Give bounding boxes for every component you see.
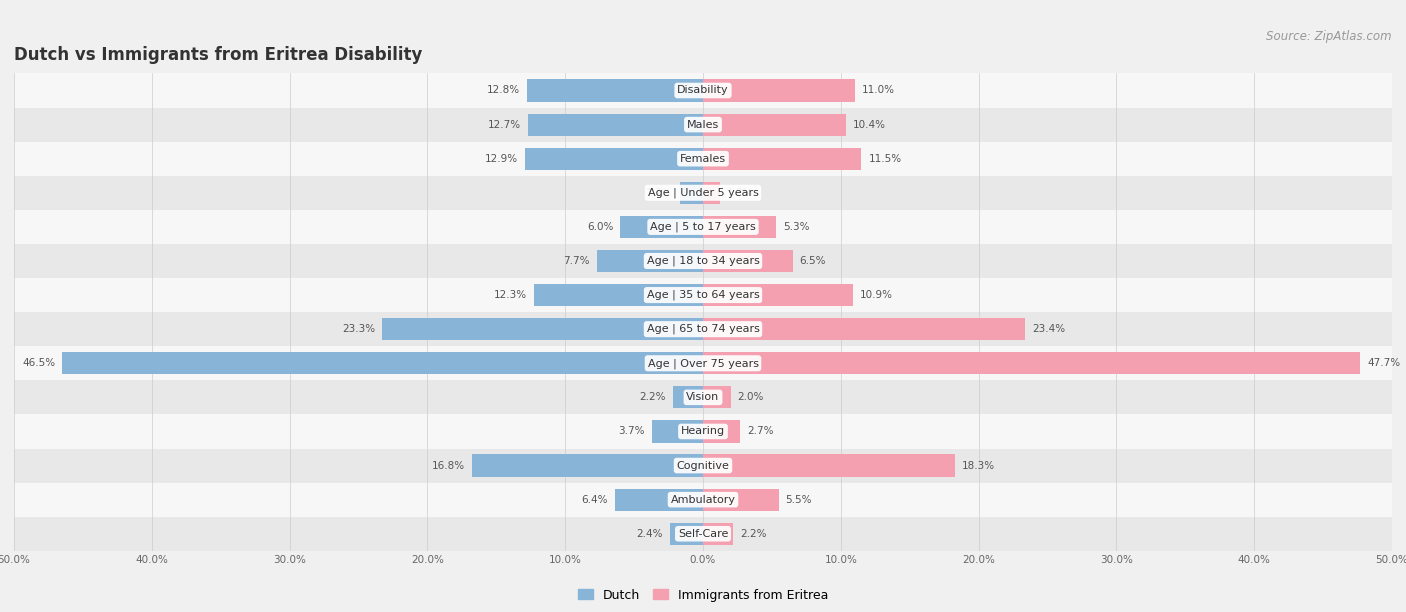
Text: Disability: Disability	[678, 86, 728, 95]
Bar	[14, 312, 1392, 346]
Bar	[14, 73, 1392, 108]
Text: 12.9%: 12.9%	[485, 154, 519, 163]
Text: 1.7%: 1.7%	[647, 188, 672, 198]
Text: 18.3%: 18.3%	[962, 461, 995, 471]
Text: 6.0%: 6.0%	[588, 222, 613, 232]
Bar	[14, 517, 1392, 551]
Text: Age | Over 75 years: Age | Over 75 years	[648, 358, 758, 368]
Text: Hearing: Hearing	[681, 427, 725, 436]
Text: 12.7%: 12.7%	[488, 119, 522, 130]
Bar	[14, 449, 1392, 483]
Text: 2.4%: 2.4%	[637, 529, 664, 539]
Bar	[703, 284, 853, 306]
Bar	[527, 80, 703, 102]
Bar	[14, 108, 1392, 141]
Bar	[471, 455, 703, 477]
Text: 2.2%: 2.2%	[640, 392, 666, 402]
Text: Age | 35 to 64 years: Age | 35 to 64 years	[647, 290, 759, 300]
Text: 10.4%: 10.4%	[853, 119, 886, 130]
Text: Females: Females	[681, 154, 725, 163]
Bar	[14, 176, 1392, 210]
Text: 2.0%: 2.0%	[738, 392, 763, 402]
Text: Ambulatory: Ambulatory	[671, 494, 735, 505]
Bar	[703, 147, 862, 170]
Bar	[703, 113, 846, 136]
Text: 11.0%: 11.0%	[862, 86, 894, 95]
Bar	[533, 284, 703, 306]
Text: Age | 5 to 17 years: Age | 5 to 17 years	[650, 222, 756, 232]
Text: Males: Males	[688, 119, 718, 130]
Bar	[526, 147, 703, 170]
Text: 6.5%: 6.5%	[800, 256, 825, 266]
Bar	[652, 420, 703, 442]
Bar	[703, 80, 855, 102]
Text: 1.2%: 1.2%	[727, 188, 754, 198]
Bar	[14, 483, 1392, 517]
Bar	[14, 380, 1392, 414]
Text: 5.3%: 5.3%	[783, 222, 810, 232]
Bar	[703, 352, 1360, 375]
Text: Age | 18 to 34 years: Age | 18 to 34 years	[647, 256, 759, 266]
Text: 5.5%: 5.5%	[786, 494, 813, 505]
Legend: Dutch, Immigrants from Eritrea: Dutch, Immigrants from Eritrea	[572, 584, 834, 606]
Bar	[14, 414, 1392, 449]
Bar	[14, 210, 1392, 244]
Bar	[672, 386, 703, 408]
Text: Vision: Vision	[686, 392, 720, 402]
Bar	[703, 182, 720, 204]
Text: 11.5%: 11.5%	[869, 154, 901, 163]
Text: 2.2%: 2.2%	[740, 529, 766, 539]
Text: Cognitive: Cognitive	[676, 461, 730, 471]
Text: 16.8%: 16.8%	[432, 461, 464, 471]
Text: 23.3%: 23.3%	[342, 324, 375, 334]
Bar	[703, 216, 776, 238]
Text: 12.3%: 12.3%	[494, 290, 527, 300]
Bar	[703, 420, 740, 442]
Text: Age | 65 to 74 years: Age | 65 to 74 years	[647, 324, 759, 334]
Bar	[620, 216, 703, 238]
Bar	[703, 386, 731, 408]
Bar	[14, 278, 1392, 312]
Bar	[529, 113, 703, 136]
Text: 6.4%: 6.4%	[582, 494, 607, 505]
Bar	[614, 488, 703, 511]
Bar	[703, 318, 1025, 340]
Text: 3.7%: 3.7%	[619, 427, 645, 436]
Bar	[14, 141, 1392, 176]
Bar	[703, 488, 779, 511]
Bar	[14, 244, 1392, 278]
Bar	[703, 250, 793, 272]
Bar	[382, 318, 703, 340]
Bar	[598, 250, 703, 272]
Text: 23.4%: 23.4%	[1032, 324, 1066, 334]
Bar	[703, 455, 955, 477]
Text: 12.8%: 12.8%	[486, 86, 520, 95]
Bar	[14, 346, 1392, 380]
Bar	[679, 182, 703, 204]
Text: Dutch vs Immigrants from Eritrea Disability: Dutch vs Immigrants from Eritrea Disabil…	[14, 45, 422, 64]
Bar	[703, 523, 734, 545]
Text: Age | Under 5 years: Age | Under 5 years	[648, 187, 758, 198]
Bar	[669, 523, 703, 545]
Text: 7.7%: 7.7%	[564, 256, 591, 266]
Text: Self-Care: Self-Care	[678, 529, 728, 539]
Bar	[62, 352, 703, 375]
Text: 47.7%: 47.7%	[1367, 358, 1400, 368]
Text: 2.7%: 2.7%	[747, 427, 773, 436]
Text: 10.9%: 10.9%	[860, 290, 893, 300]
Text: 46.5%: 46.5%	[22, 358, 55, 368]
Text: Source: ZipAtlas.com: Source: ZipAtlas.com	[1267, 30, 1392, 43]
